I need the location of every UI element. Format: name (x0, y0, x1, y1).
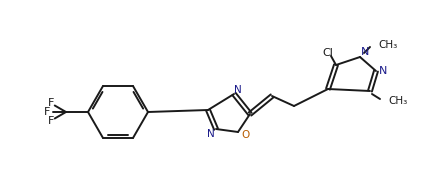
Text: F: F (48, 117, 54, 127)
Text: F: F (44, 107, 50, 117)
Text: F: F (48, 98, 54, 108)
Text: CH₃: CH₃ (378, 40, 397, 50)
Text: N: N (379, 66, 387, 76)
Text: N: N (207, 129, 215, 139)
Text: N: N (361, 47, 369, 57)
Text: O: O (241, 130, 249, 140)
Text: Cl: Cl (322, 48, 333, 58)
Text: CH₃: CH₃ (388, 96, 407, 106)
Text: N: N (234, 85, 242, 95)
